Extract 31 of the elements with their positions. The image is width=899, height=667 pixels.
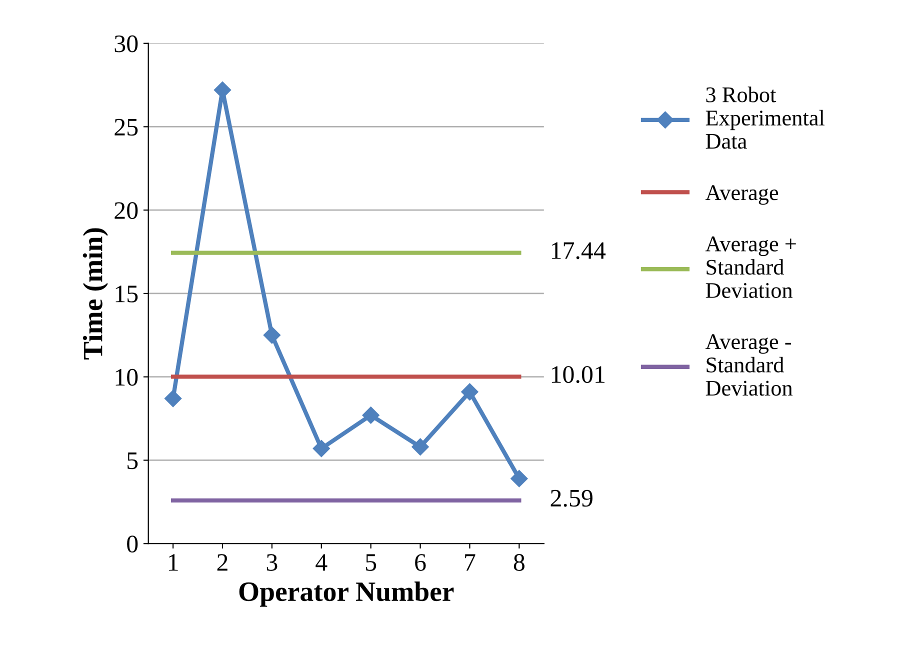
point — [362, 406, 380, 424]
x-tick-label: 1 — [169, 554, 178, 571]
y-tick-label: 15 — [116, 286, 138, 302]
point — [164, 390, 182, 408]
x-tick-label: 5 — [366, 554, 376, 571]
legend-label: Average - Standard Deviation — [705, 334, 793, 396]
y-tick-label: 5 — [128, 452, 138, 470]
x-tick-label: 4 — [316, 554, 328, 571]
point — [412, 438, 429, 456]
x-tick-label: 3 — [266, 554, 278, 571]
y-axis-title: Time (min) — [82, 228, 108, 360]
legend-label: Average — [705, 185, 778, 205]
point — [461, 383, 478, 400]
data-label: 10.01 — [552, 366, 604, 384]
point — [312, 440, 330, 458]
data-label: 17.44 — [552, 242, 606, 260]
y-tick-label: 20 — [114, 202, 138, 220]
data-label: 2.59 — [550, 490, 592, 507]
x-tick-label: 6 — [415, 554, 426, 571]
x-tick-label: 7 — [465, 554, 476, 571]
x-tick-label: 2 — [217, 554, 228, 571]
y-tick-label: 25 — [114, 118, 138, 136]
legend-label: Average + Standard Deviation — [705, 236, 796, 298]
x-axis-title: Operator Number — [239, 582, 454, 607]
point — [510, 470, 528, 488]
y-tick-label: 30 — [114, 35, 138, 52]
point — [263, 326, 280, 344]
x-tick-label: 8 — [514, 554, 524, 571]
y-tick-label: 10 — [116, 368, 138, 386]
legend-label: 3 Robot Experimental Data — [706, 86, 824, 149]
y-tick-label: 0 — [127, 536, 138, 553]
